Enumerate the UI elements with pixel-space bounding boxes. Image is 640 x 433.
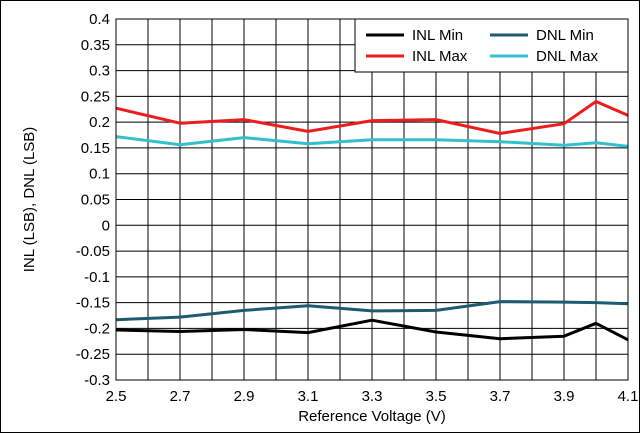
x-axis-label: Reference Voltage (V) (298, 408, 446, 425)
y-tick-label: -0.3 (84, 372, 110, 389)
x-tick-label: 3.1 (298, 388, 319, 405)
y-tick-label: -0.15 (76, 295, 110, 312)
x-tick-label: 3.3 (362, 388, 383, 405)
x-tick-label: 2.5 (106, 388, 127, 405)
legend-label-dnl-min: DNL Min (536, 27, 594, 44)
legend-label-inl-max: INL Max (412, 48, 468, 65)
x-tick-label: 3.9 (554, 388, 575, 405)
x-tick-label: 3.7 (490, 388, 511, 405)
y-tick-label: 0.2 (89, 114, 110, 131)
series-line-dnl-min (115, 300, 629, 322)
y-tick-labels: 0.4 0.35 0.3 0.25 0.2 0.15 0.1 0.05 0 -0.05 -0.1 -0… (76, 11, 110, 389)
y-tick-label: -0.1 (84, 269, 110, 286)
y-tick-label: 0 (102, 217, 110, 234)
x-tick-label: 4.1 (618, 388, 639, 405)
y-tick-label: 0.35 (81, 37, 110, 54)
x-tick-label: 2.7 (170, 388, 191, 405)
y-tick-label: -0.25 (76, 346, 110, 363)
series-line-dnl-max (115, 135, 629, 148)
y-tick-label: 0.4 (89, 11, 110, 28)
x-tick-label: 2.9 (234, 388, 255, 405)
legend: INL Min INL Max DNL Min DNL Max (354, 18, 629, 73)
legend-label-inl-min: INL Min (412, 27, 463, 44)
x-tick-labels: 2.5 2.7 2.9 3.1 3.3 3.5 3.7 3.9 4.1 (106, 388, 639, 405)
series-line-inl-max (115, 100, 629, 135)
legend-box (354, 18, 629, 73)
y-tick-label: 0.3 (89, 63, 110, 80)
series-layer (115, 100, 629, 342)
y-tick-label: -0.05 (76, 243, 110, 260)
y-tick-label: 0.15 (81, 140, 110, 157)
series-line-inl-min (115, 318, 629, 342)
y-tick-label: 0.25 (81, 88, 110, 105)
y-tick-label: 0.1 (89, 166, 110, 183)
y-axis-label: INL (LSB), DNL (LSB) (21, 127, 38, 273)
grid (115, 18, 629, 381)
x-tick-label: 3.5 (426, 388, 447, 405)
y-tick-label: 0.05 (81, 192, 110, 209)
legend-label-dnl-max: DNL Max (536, 48, 598, 65)
y-tick-label: -0.2 (84, 320, 110, 337)
